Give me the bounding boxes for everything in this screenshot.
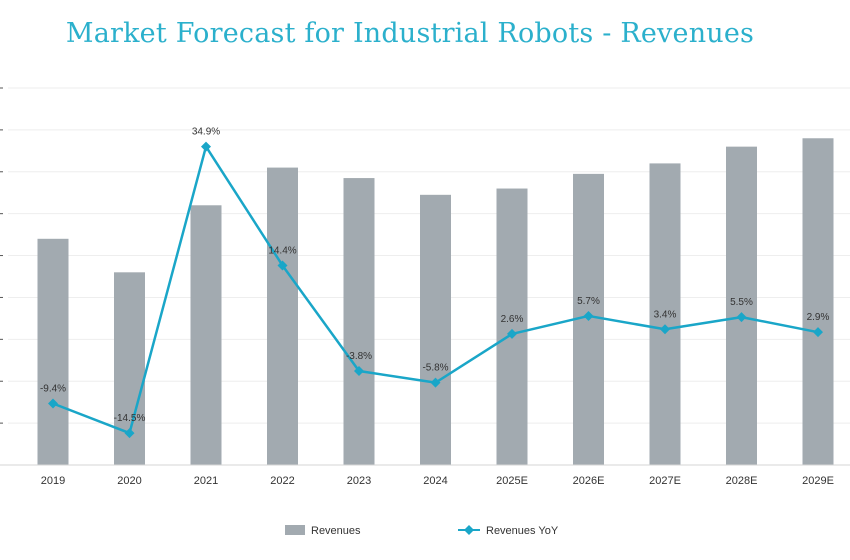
yoy-point xyxy=(507,328,517,339)
yoy-point xyxy=(813,327,823,338)
yoy-point xyxy=(124,428,135,439)
revenue-bar xyxy=(190,205,222,466)
yoy-data-label: 34.9% xyxy=(192,127,220,138)
yoy-data-label: -5.8% xyxy=(422,363,448,374)
yoy-points xyxy=(48,141,823,439)
yoy-point xyxy=(583,310,594,321)
yoy-point xyxy=(736,312,747,323)
legend-revenues-label: Revenues xyxy=(311,525,361,537)
revenue-bar xyxy=(802,138,834,465)
revenue-bar xyxy=(267,167,298,466)
revenue-bar xyxy=(649,163,681,465)
x-tick-label: 2026E xyxy=(573,475,605,487)
yoy-data-label: 2.9% xyxy=(807,312,830,323)
yoy-data-label: 3.4% xyxy=(654,309,677,320)
x-tick-label: 2028E xyxy=(726,475,758,487)
x-tick-label: 2021 xyxy=(194,475,218,487)
chart-title: Market Forecast for Industrial Robots - … xyxy=(65,18,755,49)
yoy-data-labels: -9.4% -14.5% 34.9% 14.4% -3.8% -5.8% 2.6% 5.7% 3… xyxy=(40,127,830,425)
yoy-point xyxy=(48,398,58,409)
x-tick-label: 2019 xyxy=(41,475,65,487)
yoy-data-label: -14.5% xyxy=(114,413,146,424)
x-tick-label: 2024 xyxy=(423,475,447,487)
revenue-bar xyxy=(420,194,451,466)
yoy-data-label: 2.6% xyxy=(501,314,524,325)
yoy-data-label: 5.7% xyxy=(577,296,600,307)
yoy-point xyxy=(354,366,364,377)
revenue-bar xyxy=(343,178,375,466)
legend-revenues-swatch xyxy=(285,525,305,535)
legend-yoy-label: Revenues YoY xyxy=(486,525,559,537)
yoy-data-label: 5.5% xyxy=(730,297,753,308)
yoy-point xyxy=(430,377,441,388)
yoy-point xyxy=(201,141,211,152)
yoy-data-label: -9.4% xyxy=(40,384,66,395)
x-tick-label: 2027E xyxy=(649,475,681,487)
x-tick-label: 2029E xyxy=(802,475,834,487)
yoy-point xyxy=(660,324,670,335)
revenue-bar xyxy=(496,188,528,466)
revenue-bar xyxy=(726,146,757,465)
x-tick-label: 2020 xyxy=(117,475,141,487)
legend: Revenues Revenues YoY xyxy=(285,525,559,537)
yoy-data-label: -3.8% xyxy=(346,351,372,362)
yoy-data-label: 14.4% xyxy=(268,245,296,256)
x-tick-label: 2023 xyxy=(347,475,371,487)
x-tick-label: 2025E xyxy=(496,475,528,487)
yoy-point xyxy=(277,260,288,271)
revenue-bar xyxy=(37,238,69,465)
legend-yoy-marker xyxy=(464,525,474,535)
x-tick-label: 2022 xyxy=(270,475,294,487)
x-axis-tick-labels: 2019 2020 2021 2022 2023 2024 2025E 2026E 2027E 2… xyxy=(41,475,834,487)
revenue-bars xyxy=(37,138,834,466)
